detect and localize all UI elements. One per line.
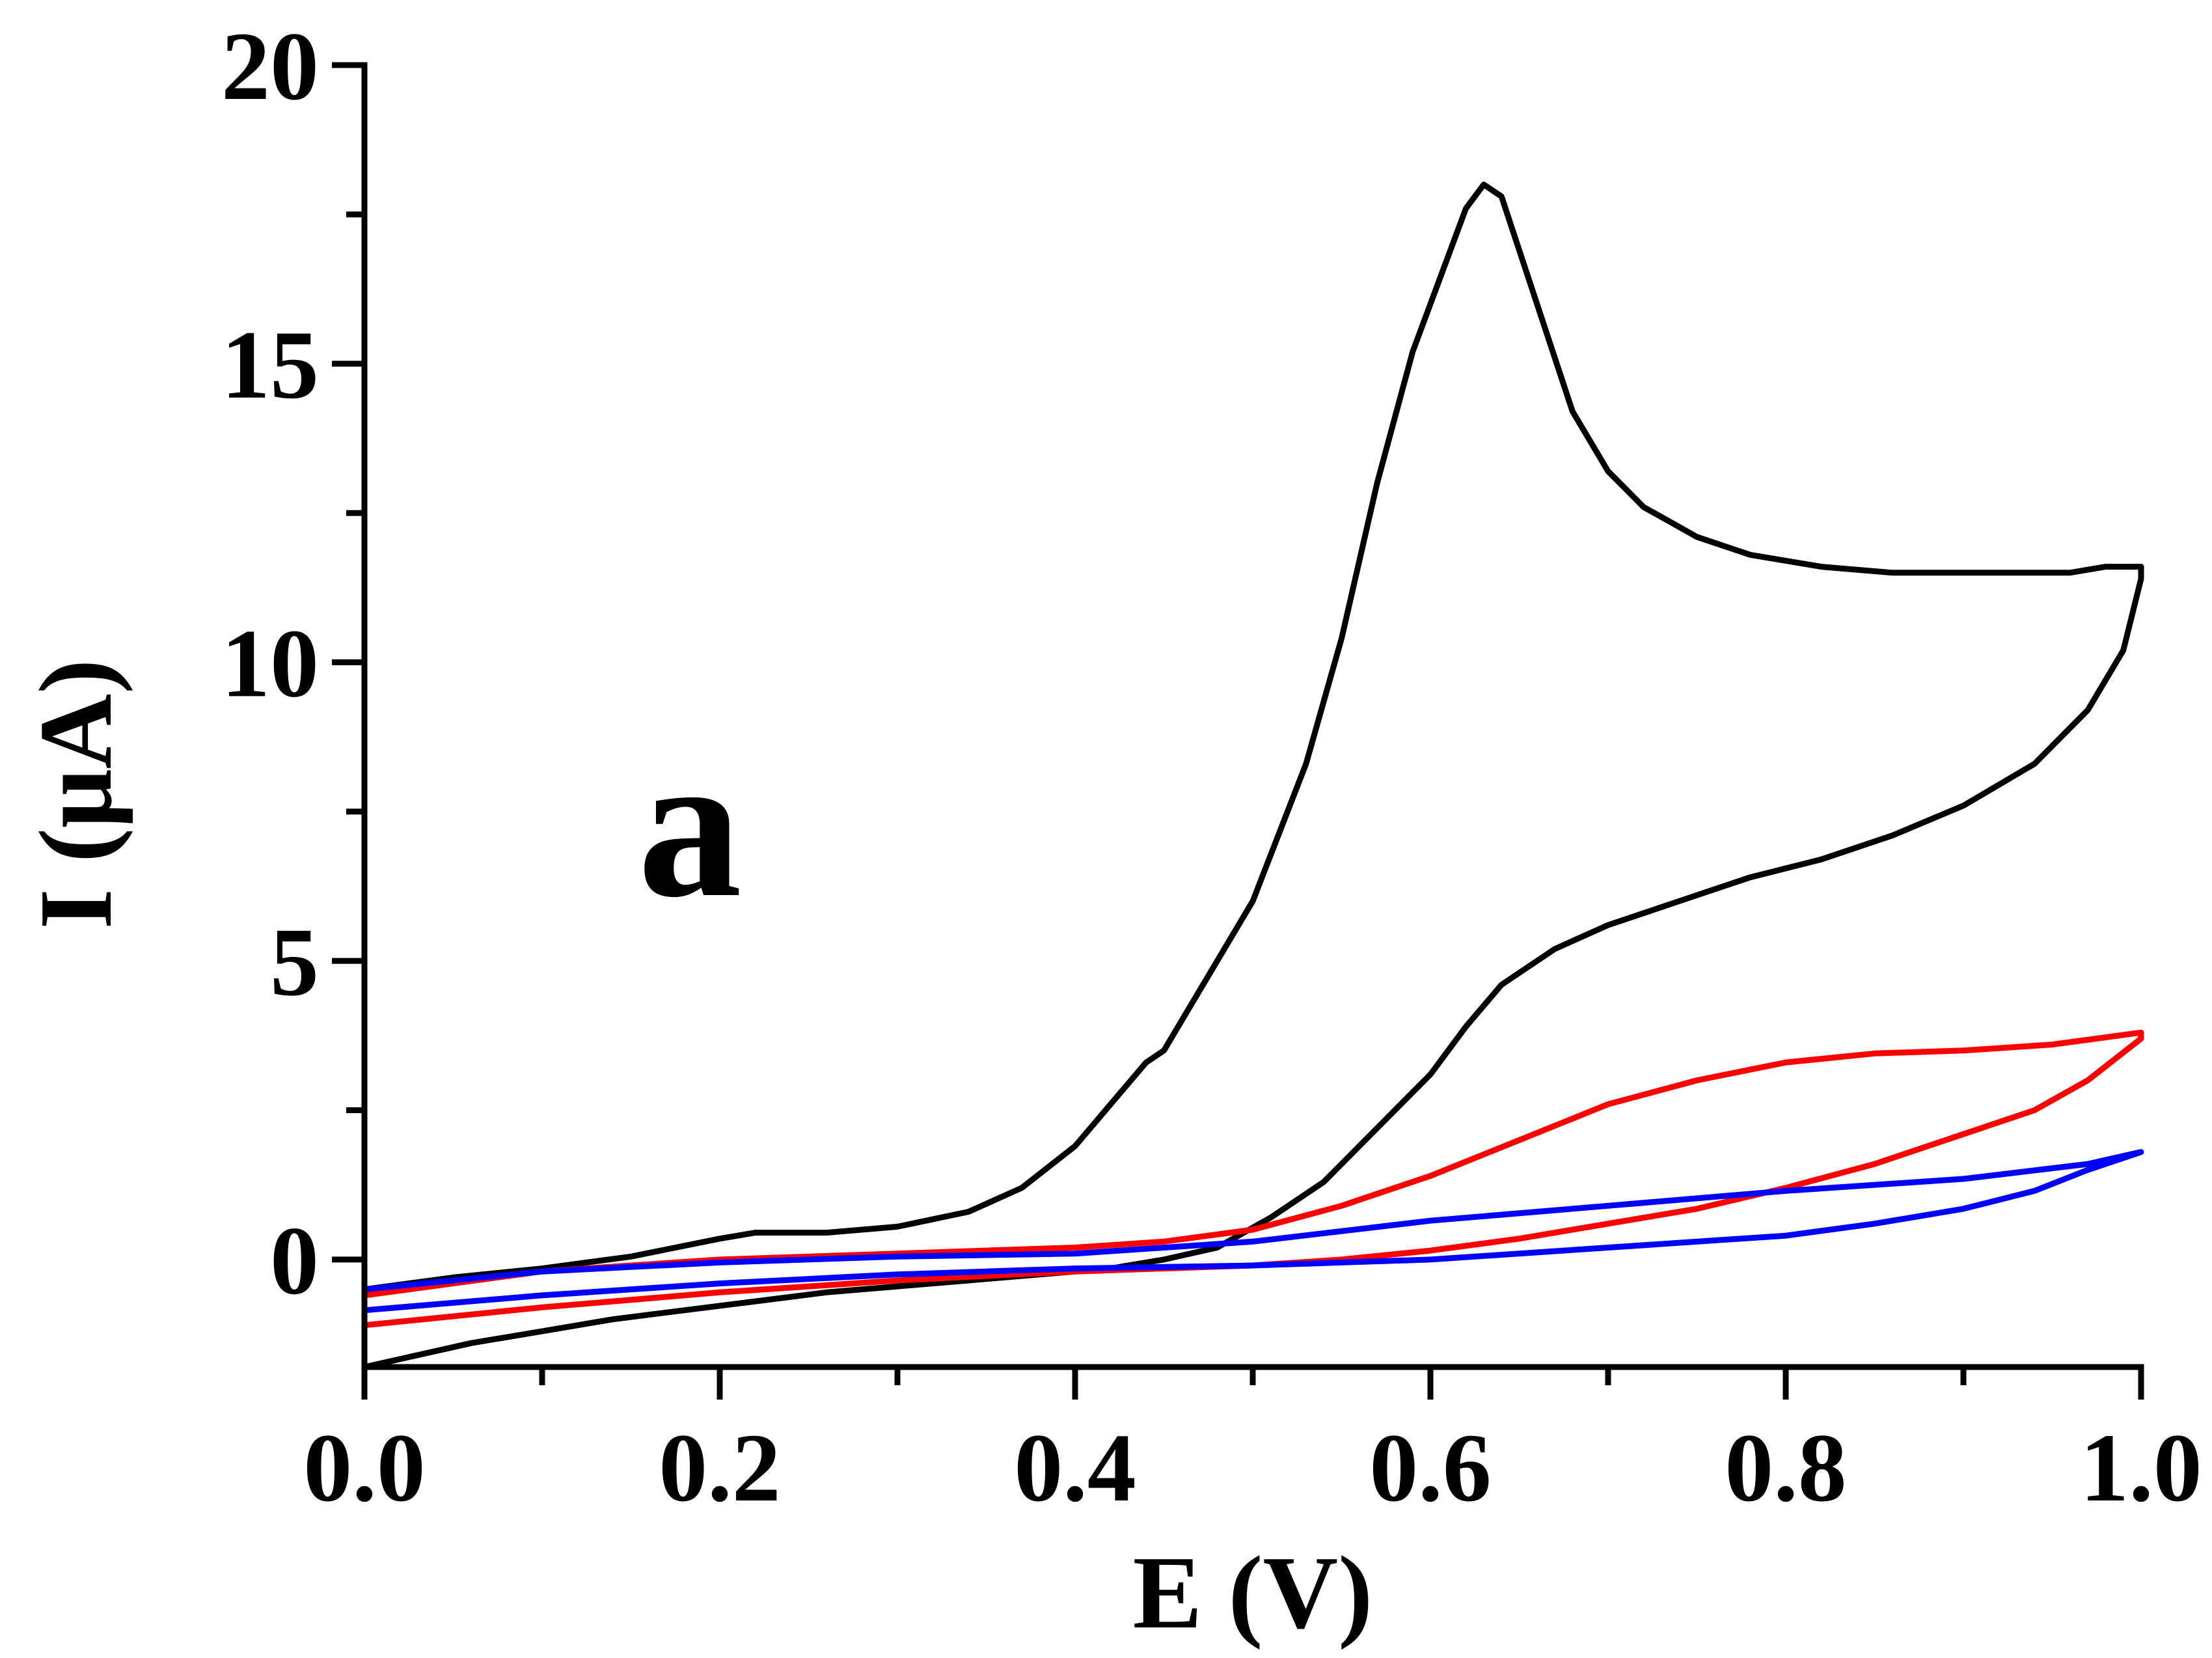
x-tick-label: 0.8 [1725,1414,1847,1522]
y-tick-label: 5 [270,908,319,1016]
series-blue-line [361,1149,2144,1314]
x-tick-label: 0.0 [303,1414,426,1522]
ticks: 0 5 10 15 20 0.0 0.2 0.4 0.6 0.8 1.0 [221,12,2202,1522]
y-tick-label: 20 [221,12,319,120]
x-tick-label: 0.6 [1369,1414,1492,1522]
y-axis-title: I (μA) [18,659,133,929]
x-tick-label: 0.2 [659,1414,781,1522]
series-red-line [361,1029,2144,1329]
y-tick-label: 10 [221,609,319,717]
panel-label: a [638,710,742,941]
x-axis-title: E (V) [1133,1534,1373,1650]
y-tick-label: 0 [270,1207,319,1315]
series-layer [361,182,2144,1370]
y-tick-label: 15 [221,311,319,419]
axes [361,62,2144,1370]
x-tick-label: 1.0 [2080,1414,2202,1522]
x-tick-label: 0.4 [1014,1414,1136,1522]
series-black-line [361,182,2144,1370]
